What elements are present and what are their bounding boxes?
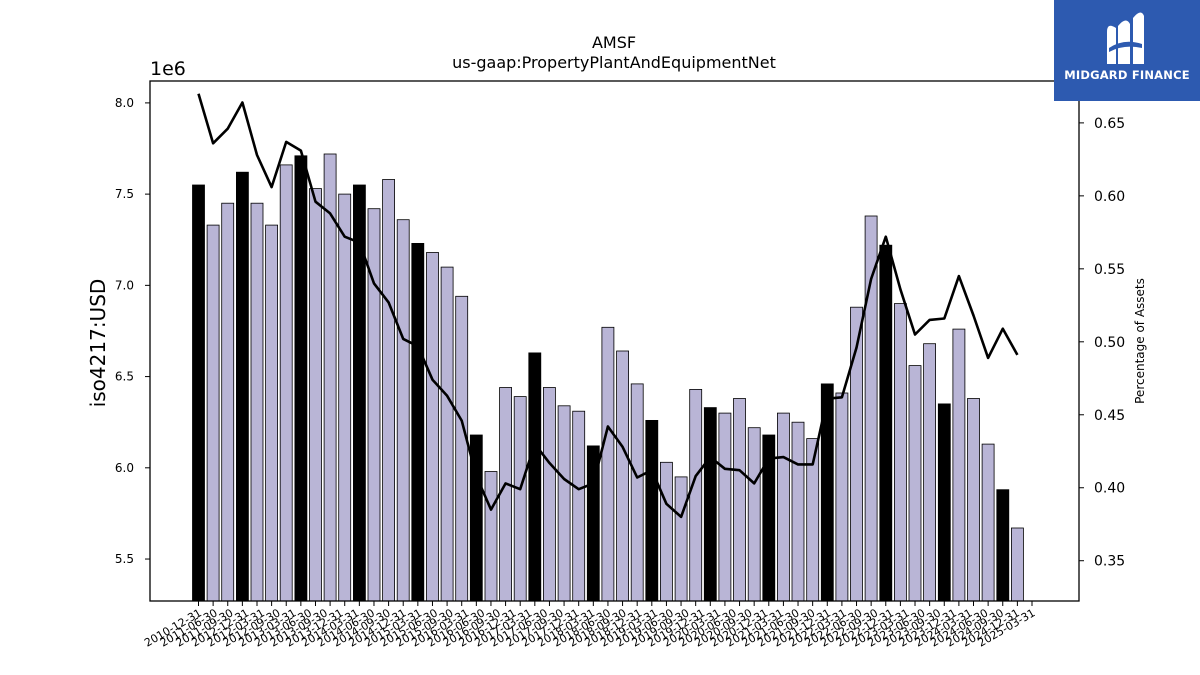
bar (777, 412, 790, 602)
y-tick-label: 7.5 (115, 187, 134, 201)
y2-axis-label: Percentage of Assets (1133, 278, 1147, 404)
bar (791, 421, 805, 602)
bar (192, 184, 205, 602)
bar (265, 224, 279, 602)
bar (981, 443, 995, 602)
bar (674, 476, 688, 602)
y2-tick-label: 0.60 (1094, 189, 1125, 205)
bar (484, 471, 498, 602)
bar (616, 350, 629, 602)
y-axis-left: 5.5 6.0 6.5 7.0 7.5 8.0 (115, 96, 150, 566)
bar (660, 461, 673, 602)
bar (952, 328, 966, 602)
bar (645, 419, 659, 602)
bar (572, 410, 586, 602)
y-tick-label: 6.0 (115, 461, 134, 475)
y2-tick-label: 0.45 (1094, 408, 1125, 424)
y2-tick-label: 0.55 (1094, 262, 1125, 278)
y-tick-label: 5.5 (115, 552, 134, 566)
bar (864, 215, 878, 602)
bar (879, 244, 893, 602)
bar (250, 202, 264, 602)
bar (440, 266, 454, 602)
bar (221, 202, 235, 602)
y-axis-right: 0.35 0.40 0.45 0.50 0.55 0.60 0.65 (1079, 116, 1125, 570)
y-tick-label: 8.0 (115, 96, 134, 110)
bar (747, 427, 761, 602)
bar (630, 383, 644, 602)
bar (396, 219, 410, 602)
bar (513, 396, 527, 602)
bar (1011, 527, 1024, 602)
y2-tick-label: 0.50 (1094, 335, 1125, 351)
logo-text: MIDGARD FINANCE (1064, 68, 1190, 82)
bar (426, 252, 439, 602)
bar (294, 155, 308, 602)
bar (352, 184, 366, 602)
bar (411, 242, 425, 602)
bar (908, 365, 922, 602)
bar (206, 224, 220, 602)
bar (937, 403, 951, 602)
chart-title: AMSF (592, 33, 636, 52)
chart-subtitle: us-gaap:PropertyPlantAndEquipmentNet (452, 53, 776, 72)
x-axis: 2010-12-312011-06-302011-09-302012-12-31… (142, 601, 1038, 650)
bar (689, 388, 703, 602)
line-layer (197, 93, 1019, 519)
bar (733, 398, 746, 602)
bar (455, 295, 469, 602)
logo: MIDGARD FINANCE (1054, 0, 1200, 101)
plot-frame (149, 80, 1080, 602)
bar (894, 303, 907, 602)
bar (996, 489, 1010, 602)
bar (543, 387, 556, 602)
bar (557, 405, 571, 602)
bar (235, 171, 249, 602)
y2-tick-label: 0.40 (1094, 481, 1125, 497)
y-axis-label: iso4217:USD (86, 279, 110, 408)
bar (835, 392, 849, 602)
y-offset-label: 1e6 (150, 58, 186, 80)
logo-mark-icon (1107, 12, 1144, 65)
bar (499, 387, 513, 602)
y2-tick-label: 0.65 (1094, 116, 1125, 132)
bar (338, 193, 352, 602)
y2-tick-label: 0.35 (1094, 554, 1125, 570)
bar (279, 164, 293, 602)
bar (967, 398, 980, 602)
bar (367, 208, 381, 602)
bar (703, 407, 717, 602)
y-tick-label: 6.5 (115, 370, 134, 384)
bar (923, 343, 936, 602)
series-line (197, 93, 1019, 519)
bar (528, 352, 542, 602)
bar (718, 412, 732, 602)
y-tick-label: 7.0 (115, 278, 134, 292)
bar (309, 188, 322, 602)
bar (601, 326, 615, 602)
bars-layer (192, 153, 1024, 602)
bar (382, 179, 396, 602)
